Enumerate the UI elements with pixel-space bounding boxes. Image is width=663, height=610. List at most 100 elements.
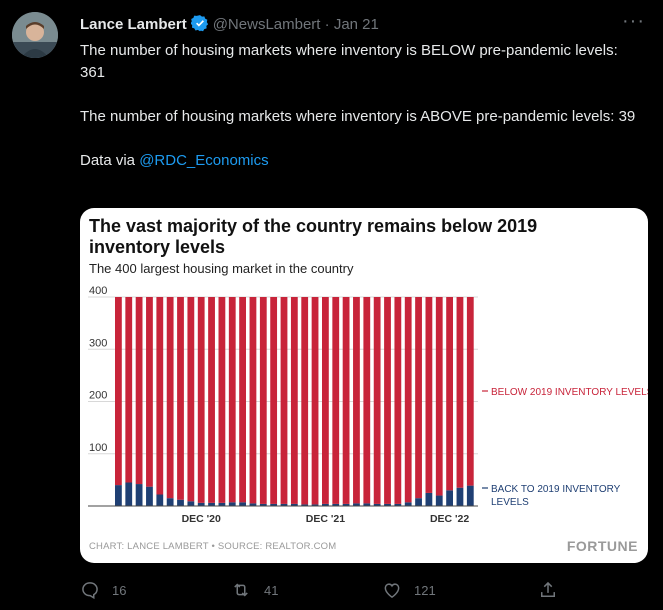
bar-segment-below-2019 [187, 297, 195, 502]
data-via-label: Data via [80, 152, 140, 169]
bar-segment-below-2019 [384, 297, 391, 504]
bar-segment-back-to-2019 [249, 503, 257, 506]
bar-segment-below-2019 [156, 297, 164, 495]
bar-segment-below-2019 [218, 297, 226, 503]
bar-segment-back-to-2019 [404, 502, 412, 506]
share-icon [541, 581, 555, 597]
bar-segment-below-2019 [166, 297, 174, 499]
y-tick-label: 400 [89, 285, 107, 297]
share-button[interactable] [538, 580, 570, 600]
bar-segment-below-2019 [353, 297, 360, 504]
tweet-paragraph-data-via: Data via @RDC_Economics [80, 150, 640, 172]
chart-subtitle: The 400 largest housing market in the co… [89, 261, 354, 276]
bar-segment-back-to-2019 [363, 503, 371, 506]
bar-segment-below-2019 [270, 297, 278, 504]
reply-count: 16 [112, 582, 127, 598]
bar-segment-back-to-2019 [135, 484, 143, 506]
verified-badge-icon [190, 14, 209, 36]
tweet-paragraph-below: The number of housing markets where inve… [80, 42, 618, 81]
tweet-text: The number of housing markets where inve… [80, 40, 640, 172]
bar-segment-back-to-2019 [332, 503, 340, 506]
bar-segment-below-2019 [259, 297, 267, 504]
x-tick-label: DEC '21 [306, 513, 345, 525]
bar-segment-back-to-2019 [425, 492, 433, 506]
bar-segment-back-to-2019 [156, 494, 164, 506]
bar-segment-below-2019 [415, 297, 422, 499]
bar-segment-back-to-2019 [301, 504, 309, 506]
chart-title: The vast majority of the country remains… [89, 216, 538, 257]
x-tick-label: DEC '20 [182, 513, 221, 525]
y-tick-label: 200 [89, 390, 107, 402]
like-button[interactable]: 121 [382, 580, 436, 600]
bar-segment-back-to-2019 [270, 503, 278, 506]
bar-segment-below-2019 [311, 297, 319, 505]
header-separator: · [324, 16, 330, 33]
author-name[interactable]: Lance Lambert [80, 16, 187, 33]
bar-segment-below-2019 [373, 297, 381, 504]
bar-segment-below-2019 [208, 297, 215, 503]
bar-segment-below-2019 [456, 297, 464, 488]
bar-segment-below-2019 [115, 297, 122, 486]
legend-back-to-2019: BACK TO 2019 INVENTORY LEVELS [491, 484, 621, 508]
retweet-button[interactable]: 41 [230, 580, 278, 600]
bar-segment-back-to-2019 [177, 499, 184, 506]
bar-segment-back-to-2019 [456, 487, 464, 506]
author-handle[interactable]: @NewsLambert [212, 16, 321, 33]
bar-segment-below-2019 [394, 297, 402, 504]
bar-segment-below-2019 [466, 297, 474, 486]
bar-segment-below-2019 [249, 297, 257, 504]
bar-segment-below-2019 [239, 297, 246, 503]
mention-link[interactable]: @RDC_Economics [139, 152, 269, 169]
bar-segment-below-2019 [404, 297, 412, 503]
bar-segment-below-2019 [135, 297, 143, 485]
bar-segment-below-2019 [332, 297, 340, 504]
more-icon[interactable]: ··· [622, 10, 645, 32]
bar-segment-back-to-2019 [353, 503, 360, 506]
bar-segment-back-to-2019 [218, 502, 226, 506]
bar-segment-below-2019 [290, 297, 298, 504]
chart-plot: 100 200 300 400 DEC '20 DEC '21 DEC '22 BELOW 2… [88, 285, 648, 525]
bar-segment-back-to-2019 [208, 502, 215, 506]
bar-segment-back-to-2019 [290, 503, 298, 506]
bar-segment-back-to-2019 [322, 503, 329, 506]
bar-segment-below-2019 [363, 297, 371, 504]
y-tick-label: 100 [89, 442, 107, 454]
like-icon [384, 583, 400, 598]
bar-segment-below-2019 [322, 297, 329, 504]
avatar[interactable] [12, 12, 58, 58]
bar-segment-below-2019 [197, 297, 205, 503]
retweet-count: 41 [264, 582, 279, 598]
bar-segment-back-to-2019 [259, 503, 267, 506]
bar-segment-back-to-2019 [187, 501, 195, 506]
bar-segment-below-2019 [146, 297, 153, 487]
x-tick-label: DEC '22 [430, 513, 469, 525]
bar-segment-below-2019 [425, 297, 433, 493]
tweet-paragraph-above: The number of housing markets where inve… [80, 108, 636, 125]
fortune-logo: FORTUNE [566, 538, 638, 554]
tweet-header: Lance Lambert @NewsLambert · Jan 21 [80, 14, 379, 36]
bar-segment-back-to-2019 [466, 485, 474, 506]
bar-segment-below-2019 [125, 297, 133, 483]
bar-segment-back-to-2019 [125, 482, 133, 506]
retweet-icon [234, 583, 248, 597]
tweet-date[interactable]: Jan 21 [333, 16, 379, 33]
reply-button[interactable]: 16 [80, 580, 126, 600]
bar-segment-below-2019 [280, 297, 288, 504]
bar-segment-back-to-2019 [239, 502, 246, 506]
bar-segment-below-2019 [301, 297, 309, 505]
bar-segment-back-to-2019 [394, 503, 402, 506]
bar-segment-back-to-2019 [384, 503, 391, 506]
bar-segment-back-to-2019 [342, 503, 350, 506]
bar-segment-back-to-2019 [166, 498, 174, 506]
like-count: 121 [414, 582, 436, 598]
bar-segment-back-to-2019 [115, 485, 122, 506]
bar-segment-below-2019 [446, 297, 453, 491]
bar-segment-back-to-2019 [435, 495, 443, 506]
action-bar: 16 41 121 [80, 580, 640, 604]
chart-card[interactable]: The vast majority of the country remains… [80, 208, 648, 563]
bar-segment-back-to-2019 [446, 490, 453, 506]
bar-segment-back-to-2019 [311, 504, 319, 506]
legend-below-2019: BELOW 2019 INVENTORY LEVELS [491, 387, 648, 398]
bar-segment-back-to-2019 [373, 503, 381, 506]
bar-segment-back-to-2019 [280, 503, 288, 506]
